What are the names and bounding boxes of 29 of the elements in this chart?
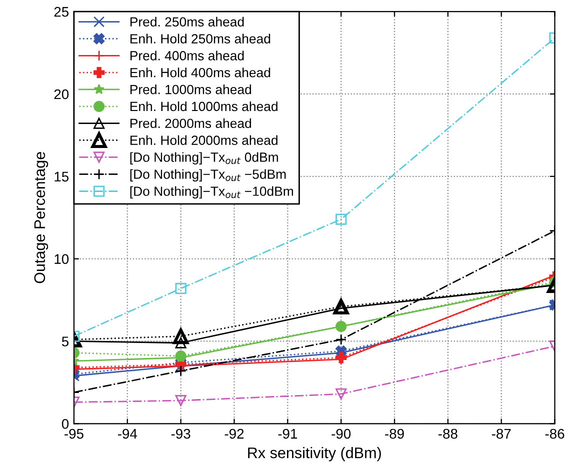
x-tick-label: -91: [278, 428, 298, 439]
x-tick-label: -90: [332, 428, 351, 439]
x-axis-title: Rx sensitivity (dBm): [248, 447, 381, 462]
y-tick-label: 10: [54, 254, 69, 264]
x-tick-label: -95: [64, 428, 84, 439]
legend-label: Pred. 400ms ahead: [130, 50, 244, 60]
x-tick-label: -94: [118, 428, 138, 439]
x-tick-label: -89: [385, 428, 404, 439]
y-tick-label: 5: [62, 336, 69, 346]
y-axis-title: Outage Percentage: [34, 152, 48, 284]
legend-label: Enh. Hold 250ms ahead: [130, 34, 270, 44]
x-tick-label: -88: [438, 428, 458, 439]
y-tick-label: 25: [54, 6, 69, 17]
y-tick-label: 15: [54, 172, 69, 182]
legend-label: Enh. Hold 1000ms ahead: [130, 101, 278, 112]
x-tick-label: -86: [545, 428, 564, 439]
legend-label: [Do Nothing]−Tx$_{out}$ −5dBm: [130, 169, 286, 182]
y-tick-label: 0: [62, 418, 69, 429]
y-tick-label: 20: [54, 89, 69, 100]
x-tick-label: -87: [492, 428, 511, 439]
legend-label: Pred. 2000ms ahead: [130, 118, 252, 128]
legend-label: Enh. Hold 2000ms ahead: [130, 135, 278, 145]
legend-label: Enh. Hold 400ms ahead: [130, 68, 270, 78]
x-tick-label: -93: [171, 428, 190, 439]
legend-label: [Do Nothing]−Tx$_{out}$ −10dBm: [130, 186, 294, 199]
legend-label: [Do Nothing]−Tx$_{out}$ 0dBm: [130, 152, 278, 164]
x-tick-label: -92: [224, 428, 244, 439]
legend-label: Pred. 1000ms ahead: [130, 84, 252, 94]
legend-label: Pred. 250ms ahead: [130, 16, 244, 27]
